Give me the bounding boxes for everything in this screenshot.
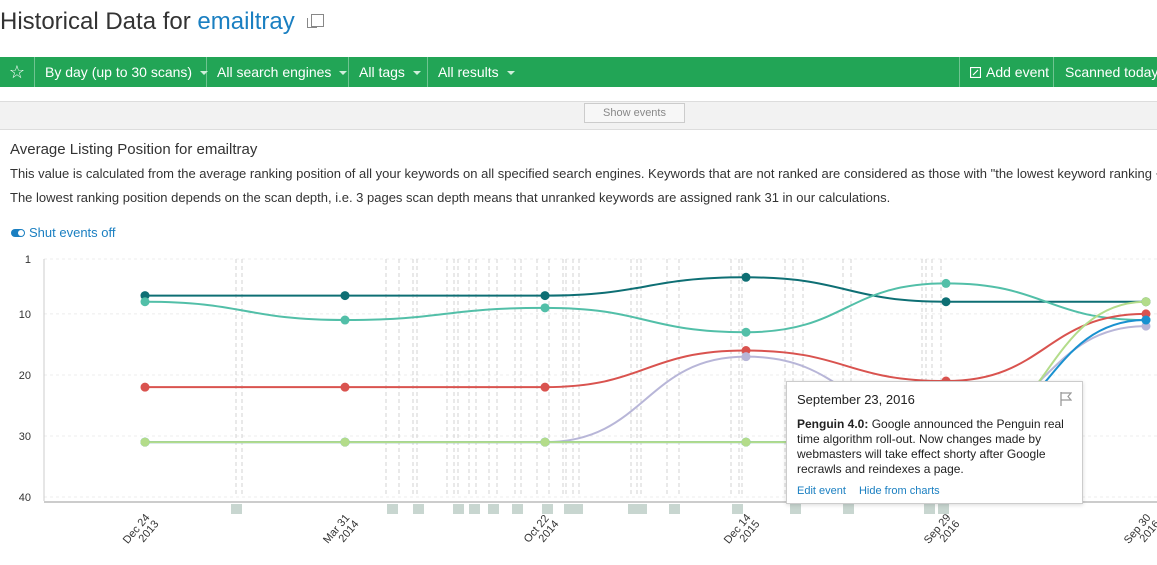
y-tick-label: 10: [19, 309, 31, 321]
data-point[interactable]: [1141, 297, 1151, 307]
shut-events-toggle[interactable]: Shut events off: [11, 225, 116, 240]
toggle-icon: [11, 228, 25, 237]
data-point[interactable]: [741, 272, 751, 282]
data-point[interactable]: [340, 291, 350, 301]
series-line: [144, 276, 1146, 303]
data-point[interactable]: [540, 303, 550, 313]
event-links: Edit event Hide from charts: [797, 485, 1072, 497]
event-marker: [564, 504, 575, 514]
data-point[interactable]: [741, 327, 751, 337]
period-dropdown[interactable]: By day (up to 30 scans): [35, 57, 209, 87]
y-axis: 1 10 20 30 40: [19, 254, 45, 504]
event-body: Google announced the Penguin real time a…: [797, 417, 1064, 476]
data-point[interactable]: [941, 278, 951, 288]
data-point[interactable]: [140, 437, 150, 447]
data-point[interactable]: [941, 297, 951, 307]
data-point[interactable]: [540, 437, 550, 447]
engines-dropdown[interactable]: All search engines: [207, 57, 349, 87]
period-label: By day (up to 30 scans): [45, 64, 193, 80]
data-point[interactable]: [340, 437, 350, 447]
event-marker: [512, 504, 523, 514]
event-tooltip: September 23, 2016 Penguin 4.0: Google a…: [786, 381, 1083, 504]
event-description: Penguin 4.0: Google announced the Pengui…: [797, 417, 1072, 477]
chevron-down-icon: [200, 71, 209, 76]
chevron-down-icon: [339, 71, 348, 76]
data-point[interactable]: [340, 315, 350, 325]
data-point[interactable]: [741, 437, 751, 447]
add-event-button[interactable]: Add event: [959, 57, 1054, 87]
data-point[interactable]: [140, 297, 150, 307]
chart-title: Average Listing Position for emailtray: [10, 141, 258, 158]
y-tick-label: 20: [19, 370, 31, 382]
toggle-label: Shut events off: [29, 225, 116, 240]
chevron-down-icon: [506, 71, 515, 76]
data-point[interactable]: [741, 352, 751, 362]
event-marker: [387, 504, 398, 514]
event-marker: [453, 504, 464, 514]
edit-event-link[interactable]: Edit event: [797, 485, 846, 497]
event-marker: [572, 504, 583, 514]
event-date: September 23, 2016: [797, 392, 915, 407]
scanned-today-button[interactable]: Scanned today: [1055, 57, 1157, 87]
data-point[interactable]: [140, 382, 150, 392]
event-title: Penguin 4.0:: [797, 417, 869, 431]
title-prefix: Historical Data for: [0, 8, 191, 35]
event-marker: [732, 504, 743, 514]
star-icon[interactable]: ☆: [0, 57, 35, 87]
event-marker: [413, 504, 424, 514]
results-label: All results: [438, 64, 499, 80]
copy-icon[interactable]: [307, 14, 325, 28]
series-line: [145, 312, 1147, 389]
note-icon: [969, 66, 982, 79]
results-dropdown[interactable]: All results: [428, 57, 520, 87]
event-marker: [938, 504, 949, 514]
event-marker: [790, 504, 801, 514]
description-line-2: The lowest ranking position depends on t…: [10, 190, 891, 205]
event-marker: [469, 504, 480, 514]
page-title: Historical Data for emailtray: [0, 8, 325, 36]
series-line: [144, 282, 1147, 334]
event-marker: [636, 504, 647, 514]
data-point[interactable]: [540, 382, 550, 392]
show-events-button[interactable]: Show events: [584, 103, 685, 123]
y-tick-label: 40: [19, 492, 31, 504]
data-point[interactable]: [340, 382, 350, 392]
y-tick-label: 1: [25, 254, 31, 266]
hide-from-charts-link[interactable]: Hide from charts: [858, 485, 940, 497]
scanned-label: Scanned today: [1065, 64, 1157, 80]
event-marker: [924, 504, 935, 514]
engines-label: All search engines: [217, 64, 332, 80]
tags-label: All tags: [359, 64, 405, 80]
chevron-down-icon: [412, 71, 421, 76]
site-link[interactable]: emailtray: [197, 8, 295, 35]
description-line-1: This value is calculated from the averag…: [10, 166, 1157, 181]
event-marker: [669, 504, 680, 514]
event-marker: [843, 504, 854, 514]
data-point[interactable]: [1141, 315, 1151, 325]
add-event-label: Add event: [986, 64, 1050, 80]
event-marker: [628, 504, 639, 514]
tags-dropdown[interactable]: All tags: [349, 57, 428, 87]
event-marker: [488, 504, 499, 514]
event-marker: [231, 504, 242, 514]
event-marker: [542, 504, 553, 514]
events-bar: Show events: [0, 101, 1157, 130]
data-point[interactable]: [540, 291, 550, 301]
toolbar: ☆ By day (up to 30 scans) All search eng…: [0, 57, 1157, 87]
flag-icon[interactable]: [1060, 392, 1072, 406]
y-tick-label: 30: [19, 431, 31, 443]
